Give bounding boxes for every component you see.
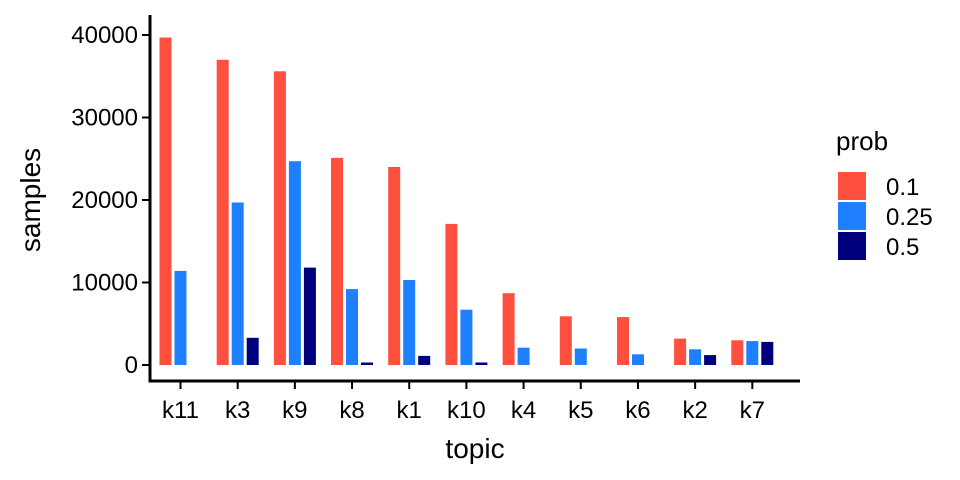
y-tick-label: 20000 <box>71 187 138 214</box>
x-tick-label: k6 <box>625 397 650 424</box>
legend-label-0.5: 0.5 <box>886 234 919 261</box>
y-tick-label: 40000 <box>71 22 138 49</box>
bar-k9-0.5 <box>303 267 316 365</box>
bar-k5-0.1 <box>559 316 572 365</box>
legend-title: prob <box>836 126 888 156</box>
bar-k10-0.5 <box>475 362 488 365</box>
bar-k6-0.1 <box>617 317 629 365</box>
legend: prob 0.1 0.25 0.5 <box>836 126 933 261</box>
x-tick-label: k2 <box>682 397 707 424</box>
y-tick-label: 30000 <box>71 105 138 132</box>
bar-k7-0.5 <box>761 341 774 365</box>
bar-k2-0.1 <box>674 338 687 365</box>
bar-k9-0.25 <box>288 161 301 365</box>
x-tick-label: k3 <box>225 397 250 424</box>
bar-k3-0.5 <box>246 337 259 365</box>
bar-k2-0.5 <box>704 355 717 365</box>
bar-k7-0.25 <box>746 341 759 365</box>
legend-swatch-0.1 <box>838 172 866 200</box>
bar-k10-0.25 <box>460 309 473 365</box>
bar-k3-0.1 <box>216 59 229 366</box>
x-tick-label: k9 <box>282 397 307 424</box>
x-tick-label: k8 <box>339 397 364 424</box>
legend-swatch-0.25 <box>838 202 866 230</box>
bar-k1-0.25 <box>403 280 416 365</box>
bar-k8-0.25 <box>346 289 358 365</box>
legend-label-0.25: 0.25 <box>886 204 933 231</box>
bar-k11-0.25 <box>174 270 187 365</box>
bar-k1-0.1 <box>388 167 401 365</box>
y-tick-label: 10000 <box>71 270 138 297</box>
bar-k2-0.25 <box>689 349 702 365</box>
y-axis: 0 10000 20000 30000 40000 <box>71 15 152 381</box>
x-tick-label: k7 <box>740 397 765 424</box>
bar-k11-0.1 <box>159 37 172 365</box>
x-axis: k11 k3 k9 k8 k1 k10 k4 k5 k6 k2 k7 <box>148 379 800 424</box>
bar-k8-0.5 <box>361 362 373 365</box>
x-tick-label: k10 <box>447 397 486 424</box>
bar-k4-0.1 <box>502 293 515 365</box>
bar-k5-0.25 <box>574 348 587 365</box>
bar-k10-0.1 <box>445 223 458 365</box>
bar-k8-0.1 <box>331 157 343 365</box>
bar-k7-0.1 <box>731 340 744 366</box>
x-tick-label: k4 <box>511 397 536 424</box>
bar-k9-0.1 <box>273 71 286 366</box>
y-axis-title: samples <box>15 148 46 252</box>
x-axis-title: topic <box>445 433 504 464</box>
legend-label-0.1: 0.1 <box>886 174 919 201</box>
x-tick-label: k5 <box>568 397 593 424</box>
bars-group <box>159 37 774 366</box>
y-tick-label: 0 <box>125 352 138 379</box>
bar-k6-0.25 <box>632 354 644 365</box>
bar-k1-0.5 <box>418 355 431 365</box>
legend-swatch-0.5 <box>838 232 866 260</box>
x-tick-label: k11 <box>162 397 199 424</box>
x-tick-label: k1 <box>397 397 422 424</box>
bar-k3-0.25 <box>231 202 244 365</box>
bar-k4-0.25 <box>517 347 530 365</box>
